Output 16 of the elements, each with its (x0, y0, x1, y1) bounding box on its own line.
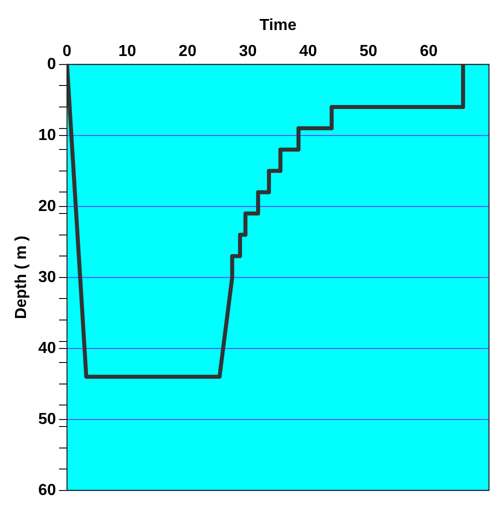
y-tick-label: 60 (38, 482, 56, 499)
y-tick-label: 40 (38, 340, 56, 357)
y-tick-label: 30 (38, 268, 56, 286)
y-tick-label: 10 (38, 126, 56, 144)
y-tick-label: 20 (38, 198, 56, 215)
x-tick-label: 50 (360, 43, 378, 60)
x-tick-label: 60 (420, 43, 438, 60)
x-tick-label: 20 (178, 43, 197, 60)
x-tick-label: 30 (238, 43, 257, 60)
y-tick-label: 0 (47, 56, 56, 73)
y-axis-title: Depth ( m ) (13, 236, 30, 320)
x-tick-label: 40 (299, 43, 318, 60)
x-tick-label: 0 (62, 43, 72, 60)
x-axis-title: Time (259, 17, 297, 34)
x-tick-label: 10 (118, 43, 136, 60)
y-tick-label: 50 (38, 410, 56, 428)
